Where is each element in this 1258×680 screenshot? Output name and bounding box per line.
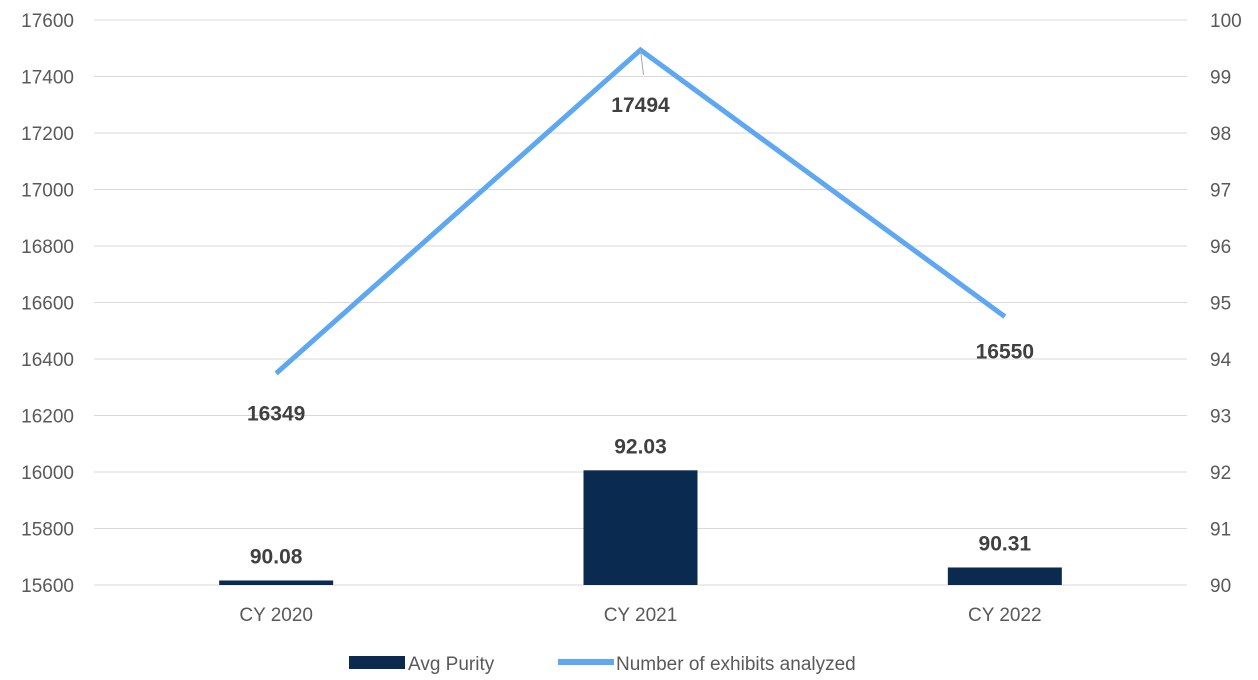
right-tick-label: 91 (1210, 520, 1231, 541)
right-tick-label: 90 (1210, 576, 1231, 597)
left-tick-label: 16600 (21, 294, 74, 315)
line-data-label: 17494 (611, 94, 670, 117)
legend-label-exhibits: Number of exhibits analyzed (616, 654, 856, 675)
right-tick-label: 100 (1210, 11, 1242, 32)
bar-avg-purity (219, 580, 334, 585)
leader-line (640, 49, 644, 76)
left-tick-label: 17000 (21, 181, 74, 202)
category-label: CY 2022 (968, 605, 1042, 626)
left-tick-label: 16800 (21, 237, 74, 258)
left-tick-label: 17200 (21, 124, 74, 145)
left-tick-label: 16200 (21, 407, 74, 428)
right-tick-label: 97 (1210, 181, 1231, 202)
left-tick-label: 17600 (21, 11, 74, 32)
right-tick-label: 93 (1210, 407, 1231, 428)
left-tick-label: 16400 (21, 350, 74, 371)
category-labels: CY 2020 CY 2021 CY 2022 (239, 605, 1041, 626)
legend: Avg Purity Number of exhibits analyzed (349, 654, 856, 675)
legend-label-avg-purity: Avg Purity (408, 654, 495, 675)
legend-swatch-avg-purity (349, 656, 405, 669)
left-tick-label: 17400 (21, 68, 74, 89)
right-axis-ticks: 90 91 92 93 94 95 96 97 98 99 100 (1210, 11, 1242, 597)
bar-data-label: 92.03 (614, 435, 667, 458)
left-tick-label: 15600 (21, 576, 74, 597)
bar-avg-purity (947, 567, 1062, 585)
right-tick-label: 98 (1210, 124, 1231, 145)
right-tick-label: 99 (1210, 68, 1231, 89)
right-tick-label: 96 (1210, 237, 1231, 258)
right-tick-label: 94 (1210, 350, 1232, 371)
bar-data-label: 90.31 (979, 532, 1032, 555)
left-tick-label: 15800 (21, 520, 74, 541)
left-axis-ticks: 15600 15800 16000 16200 16400 16600 16800 17000… (21, 11, 74, 597)
line-data-label: 16349 (247, 402, 305, 425)
category-label: CY 2021 (604, 605, 678, 626)
category-label: CY 2020 (239, 605, 313, 626)
bar-data-label: 90.08 (250, 545, 303, 568)
bar-series-avg-purity (219, 470, 1062, 585)
left-tick-label: 16000 (21, 463, 74, 484)
right-tick-label: 92 (1210, 463, 1231, 484)
bar-avg-purity (583, 470, 698, 585)
right-tick-label: 95 (1210, 294, 1231, 315)
line-data-label: 16550 (976, 341, 1034, 364)
data-labels: 90.08 92.03 90.31 16349 17494 16550 (247, 49, 1034, 568)
gridlines (94, 19, 1187, 586)
